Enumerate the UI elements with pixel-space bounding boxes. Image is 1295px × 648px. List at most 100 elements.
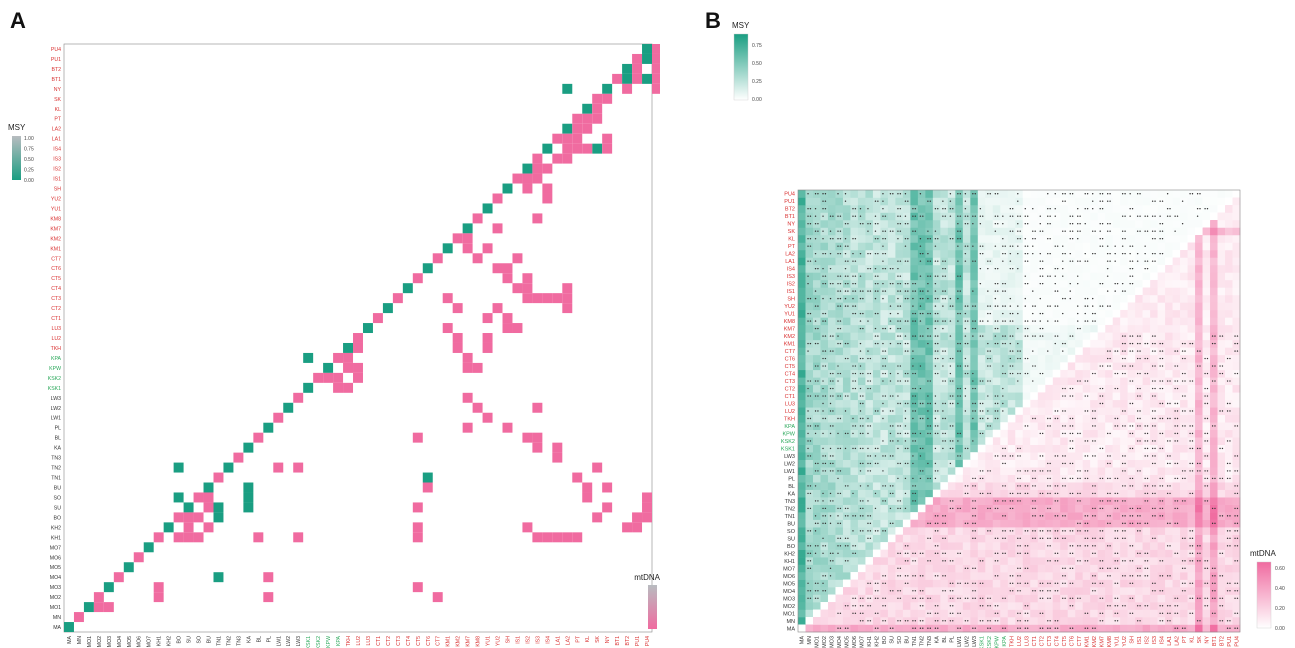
mtdna-significance-dot xyxy=(1017,575,1019,577)
mtdna-significance-dot xyxy=(1161,560,1164,562)
msy-significance-dot xyxy=(892,522,894,525)
mtdna-value-cell xyxy=(947,587,956,595)
mtdna-significance-dot xyxy=(1144,560,1146,562)
msy-significance-dot xyxy=(847,515,849,517)
mtdna-significant-cell xyxy=(502,263,513,274)
mtdna-value-cell xyxy=(1045,467,1054,475)
msy-value-cell xyxy=(1105,309,1113,318)
msy-value-cell xyxy=(902,467,911,475)
mtdna-significance-dot xyxy=(944,575,946,577)
mtdna-significant-cell xyxy=(492,223,503,234)
mtdna-value-cell xyxy=(1120,587,1128,595)
mtdna-value-cell xyxy=(1172,422,1181,431)
msy-value-cell xyxy=(962,362,971,371)
mtdna-value-cell xyxy=(1120,504,1128,513)
col-label-a: BO xyxy=(177,636,183,644)
msy-value-cell xyxy=(932,482,941,490)
mtdna-value-cell xyxy=(1202,534,1211,543)
mtdna-significance-dot xyxy=(1131,575,1134,577)
mtdna-significance-dot xyxy=(1062,410,1064,412)
mtdna-value-cell xyxy=(992,527,1001,535)
msy-value-cell xyxy=(865,407,874,416)
msy-value-cell xyxy=(880,332,889,341)
mtdna-significant-cell xyxy=(333,382,344,393)
mtdna-significant-cell xyxy=(183,512,194,523)
mtdna-significance-dot xyxy=(1114,477,1116,480)
msy-value-cell xyxy=(820,392,829,401)
mtdna-significance-dot xyxy=(1129,582,1131,585)
mtdna-significance-dot xyxy=(1034,500,1036,502)
mtdna-value-cell xyxy=(1202,617,1211,625)
mtdna-significance-dot xyxy=(1109,365,1111,367)
msy-value-cell xyxy=(865,354,874,363)
mtdna-value-cell xyxy=(1007,534,1016,543)
mtdna-significance-dot xyxy=(1144,357,1146,360)
msy-significance-dot xyxy=(937,372,939,375)
mtdna-significance-dot xyxy=(1056,530,1059,532)
mtdna-value-cell xyxy=(1217,542,1226,550)
mtdna-significance-dot xyxy=(1161,590,1164,592)
mtdna-value-cell xyxy=(1007,437,1016,446)
msy-value-cell xyxy=(925,354,934,363)
mtdna-significance-dot xyxy=(1114,350,1116,352)
mtdna-significance-dot xyxy=(1159,350,1161,352)
msy-significance-dot xyxy=(934,342,937,345)
mtdna-significance-dot xyxy=(1024,552,1026,555)
msy-significance-dot xyxy=(949,320,952,322)
mtdna-value-cell xyxy=(917,527,926,535)
mtdna-significance-dot xyxy=(959,507,961,510)
diagonal-cell xyxy=(213,472,224,483)
msy-value-cell xyxy=(798,444,806,453)
mtdna-significance-dot xyxy=(1226,620,1229,622)
mtdna-value-cell xyxy=(1187,602,1196,610)
mtdna-value-cell xyxy=(925,564,934,573)
msy-significance-dot xyxy=(1017,380,1019,382)
mtdna-value-cell xyxy=(1052,474,1061,483)
mtdna-significance-dot xyxy=(957,612,959,614)
mtdna-significance-dot xyxy=(952,620,954,622)
diagonal-cell xyxy=(83,602,94,613)
msy-value-cell xyxy=(812,414,821,423)
mtdna-value-cell xyxy=(1150,549,1158,558)
mtdna-value-cell xyxy=(970,489,979,498)
mtdna-value-cell xyxy=(932,594,941,603)
diagonal-cell xyxy=(522,163,533,174)
mtdna-value-cell xyxy=(1142,497,1151,505)
mtdna-value-cell xyxy=(1105,579,1113,588)
mtdna-value-cell xyxy=(1187,369,1196,378)
mtdna-significant-cell xyxy=(522,273,533,284)
mtdna-significance-dot xyxy=(1139,522,1141,525)
msy-value-cell xyxy=(1030,339,1039,348)
mtdna-value-cell xyxy=(1180,302,1188,311)
mtdna-value-cell xyxy=(1172,602,1181,610)
mtdna-value-cell xyxy=(977,482,986,490)
mtdna-significance-dot xyxy=(1099,447,1101,450)
msy-value-cell xyxy=(850,437,859,446)
mtdna-significant-cell xyxy=(562,532,573,543)
mtdna-significance-dot xyxy=(1012,582,1014,585)
msy-value-cell xyxy=(835,459,844,468)
msy-value-cell xyxy=(872,482,881,490)
mtdna-value-cell xyxy=(1157,527,1166,535)
mtdna-significance-dot xyxy=(1219,575,1221,577)
mtdna-significance-dot xyxy=(1206,605,1209,607)
mtdna-value-cell xyxy=(1195,399,1203,408)
mtdna-value-cell xyxy=(1097,482,1106,490)
msy-value-cell xyxy=(947,362,956,371)
mtdna-value-cell xyxy=(1202,497,1211,505)
mtdna-value-cell xyxy=(1082,399,1091,408)
mtdna-value-cell xyxy=(1000,482,1009,490)
mtdna-significance-dot xyxy=(1069,582,1071,585)
mtdna-value-cell xyxy=(1135,444,1143,453)
msy-significance-dot xyxy=(814,425,817,427)
msy-significance-dot xyxy=(837,545,839,547)
msy-value-cell xyxy=(902,399,911,408)
msy-significance-dot xyxy=(942,402,944,405)
msy-value-cell xyxy=(857,399,866,408)
diagonal-cell xyxy=(173,512,184,523)
mtdna-value-cell xyxy=(1112,317,1121,326)
col-label-a: MA xyxy=(67,635,73,643)
msy-value-cell xyxy=(932,332,941,341)
msy-value-cell xyxy=(947,339,956,348)
msy-significance-dot xyxy=(949,365,952,367)
